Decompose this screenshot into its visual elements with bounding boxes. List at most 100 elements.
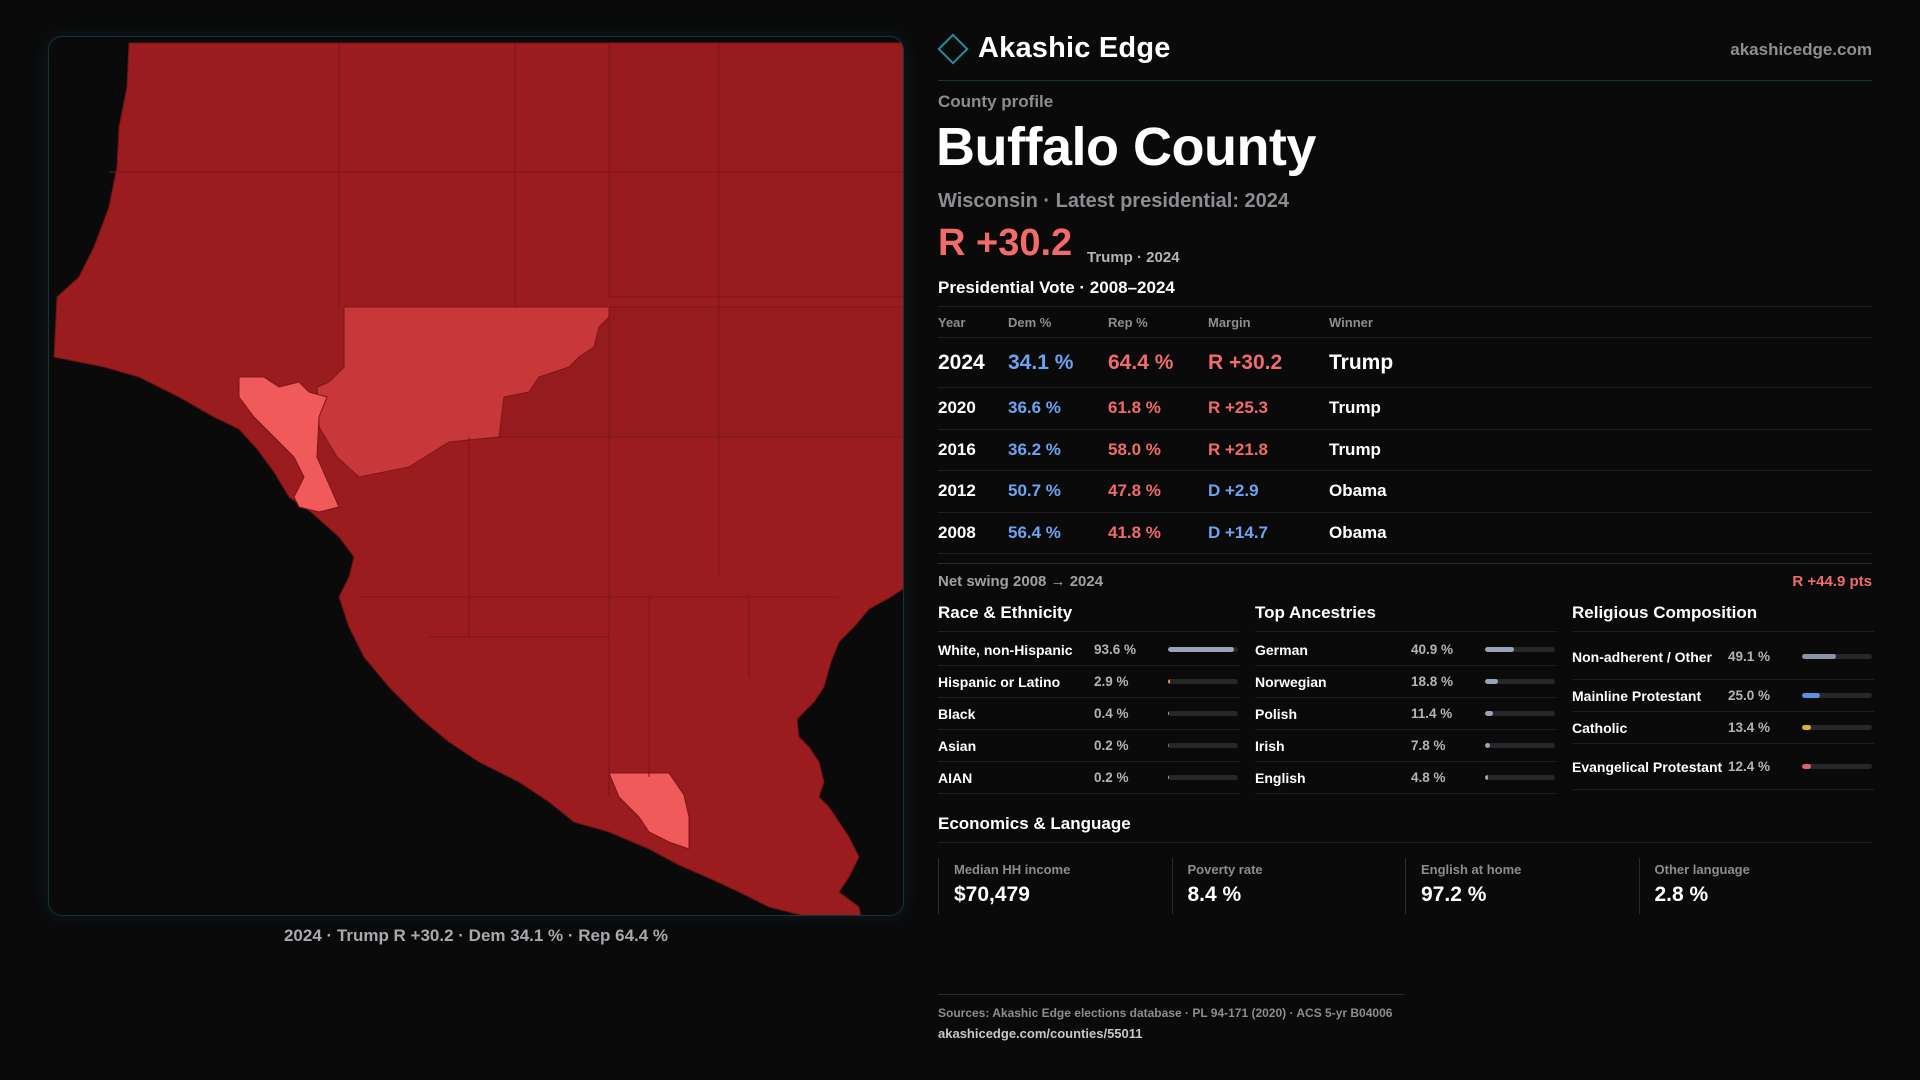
headline-note: Trump · 2024 <box>1087 249 1180 266</box>
religion-bar-fill <box>1802 654 1837 659</box>
religion-bar-fill <box>1802 693 1820 698</box>
race-bar <box>1168 711 1238 716</box>
race-bar <box>1168 647 1238 652</box>
vote-dem-pct: 36.2 % <box>1008 439 1061 459</box>
race-row: Asian 0.2 % <box>938 730 1240 762</box>
vote-year: 2016 <box>938 439 976 459</box>
economics-divider <box>938 842 1872 843</box>
race-label: Hispanic or Latino <box>938 673 1061 690</box>
race-row: Hispanic or Latino 2.9 % <box>938 666 1240 698</box>
vote-rep-pct: 47.8 % <box>1108 481 1161 501</box>
economics-stat-value: 2.8 % <box>1654 883 1709 906</box>
vote-margin: R +25.3 <box>1208 398 1269 418</box>
religion-row: Non-adherent / Other 49.1 % <box>1572 634 1874 680</box>
header-divider <box>938 80 1872 81</box>
ancestry-row: Norwegian 18.8 % <box>1255 666 1557 698</box>
subregion-light-west[interactable] <box>238 376 340 513</box>
vote-row: 2016 36.2 % 58.0 % R +21.8 Trump <box>938 430 1872 471</box>
ancestry-bar-fill <box>1485 711 1493 716</box>
religion-pct: 49.1 % <box>1728 649 1771 664</box>
vote-margin: R +21.8 <box>1208 439 1269 459</box>
economics-stat: Median HH income $70,479 <box>938 858 1172 914</box>
economics-stat: English at home 97.2 % <box>1405 858 1639 914</box>
religion-bar-fill <box>1802 725 1812 730</box>
ancestry-label: English <box>1255 769 1306 786</box>
religion-panel: Religious Composition Non-adherent / Oth… <box>1572 602 1874 790</box>
header-winner: Winner <box>1329 314 1373 330</box>
brand-url-link[interactable]: akashicedge.com <box>1730 40 1872 59</box>
race-label: White, non-Hispanic <box>938 641 1073 658</box>
religion-pct: 25.0 % <box>1728 688 1771 703</box>
ancestry-bar-fill <box>1485 647 1514 652</box>
ancestry-label: Norwegian <box>1255 673 1327 690</box>
vote-table-header: Year Dem % Rep % Margin Winner <box>938 306 1872 338</box>
religion-row: Catholic 13.4 % <box>1572 712 1874 744</box>
county-map[interactable] <box>48 36 904 916</box>
race-bar-fill <box>1168 743 1170 748</box>
swing-label: Net swing 2008 → 2024 <box>938 573 1104 590</box>
religion-row: Mainline Protestant 25.0 % <box>1572 680 1874 712</box>
ancestry-title: Top Ancestries <box>1255 602 1557 632</box>
vote-winner: Obama <box>1329 481 1387 501</box>
ancestry-pct: 40.9 % <box>1411 642 1454 657</box>
ancestry-bar-fill <box>1485 775 1489 780</box>
race-row: White, non-Hispanic 93.6 % <box>938 634 1240 666</box>
religion-pct: 12.4 % <box>1728 759 1771 774</box>
race-pct: 93.6 % <box>1094 642 1137 657</box>
race-bar-fill <box>1168 679 1171 684</box>
vote-dem-pct: 36.6 % <box>1008 398 1061 418</box>
vote-row: 2012 50.7 % 47.8 % D +2.9 Obama <box>938 471 1872 513</box>
religion-label: Mainline Protestant <box>1572 687 1702 704</box>
economics-stat: Poverty rate 8.4 % <box>1171 858 1406 914</box>
ancestry-label: Polish <box>1255 705 1298 722</box>
race-bar-fill <box>1168 711 1170 716</box>
ancestry-pct: 4.8 % <box>1411 770 1446 785</box>
ancestry-bar-fill <box>1485 743 1491 748</box>
vote-winner: Obama <box>1329 522 1387 542</box>
swing-value: R +44.9 pts <box>1792 573 1872 590</box>
headline-margin: R +30.2 <box>938 222 1073 264</box>
religion-label: Catholic <box>1572 719 1628 736</box>
page-title: Buffalo County <box>936 117 1316 177</box>
race-bar <box>1168 743 1238 748</box>
vote-year: 2008 <box>938 522 976 542</box>
economics-stat: Other language 2.8 % <box>1638 858 1873 914</box>
sources-text: Sources: Akashic Edge elections database… <box>938 1006 1393 1020</box>
ancestry-row: German 40.9 % <box>1255 634 1557 666</box>
race-pct: 0.2 % <box>1094 738 1129 753</box>
religion-bar <box>1802 693 1872 698</box>
race-bar <box>1168 775 1238 780</box>
ancestry-pct: 7.8 % <box>1411 738 1446 753</box>
ancestry-panel: Top Ancestries German 40.9 % Norwegian 18.8… <box>1255 602 1557 794</box>
vote-winner: Trump <box>1329 350 1394 374</box>
brand-name: Akashic Edge <box>978 32 1171 64</box>
map-caption: 2024 · Trump R +30.2 · Dem 34.1 % · Rep … <box>283 926 669 945</box>
vote-rep-pct: 64.4 % <box>1108 350 1174 374</box>
ancestry-bar <box>1485 775 1555 780</box>
brand[interactable]: Akashic Edge <box>937 32 1171 65</box>
ancestry-pct: 18.8 % <box>1411 674 1454 689</box>
vote-table: Year Dem % Rep % Margin Winner 2024 34.1 … <box>938 306 1872 554</box>
vote-margin: R +30.2 <box>1208 350 1283 374</box>
sources-url-link[interactable]: akashicedge.com/counties/55011 <box>938 1026 1143 1041</box>
economics-stat-label: Poverty rate <box>1187 862 1263 877</box>
vote-year: 2024 <box>938 350 985 374</box>
ancestry-bar <box>1485 743 1555 748</box>
race-bar <box>1168 679 1238 684</box>
subregion-north-east[interactable] <box>608 42 904 298</box>
header-year: Year <box>938 314 966 330</box>
vote-dem-pct: 34.1 % <box>1008 350 1074 374</box>
ancestry-label: Irish <box>1255 737 1285 754</box>
religion-title: Religious Composition <box>1572 602 1874 632</box>
religion-bar-fill <box>1802 764 1811 769</box>
vote-section-title: Presidential Vote · 2008–2024 <box>938 278 1175 297</box>
header-dem: Dem % <box>1008 314 1052 330</box>
vote-dem-pct: 56.4 % <box>1008 522 1061 542</box>
subregion-light-south[interactable] <box>608 772 690 850</box>
race-bar-fill <box>1168 647 1234 652</box>
economics-stat-value: 97.2 % <box>1421 883 1487 906</box>
swing-divider <box>938 563 1872 564</box>
economics-row: Median HH income $70,479 Poverty rate 8.4 %… <box>938 858 1872 914</box>
vote-rep-pct: 61.8 % <box>1108 398 1161 418</box>
subregion-mid-r[interactable] <box>316 306 610 478</box>
